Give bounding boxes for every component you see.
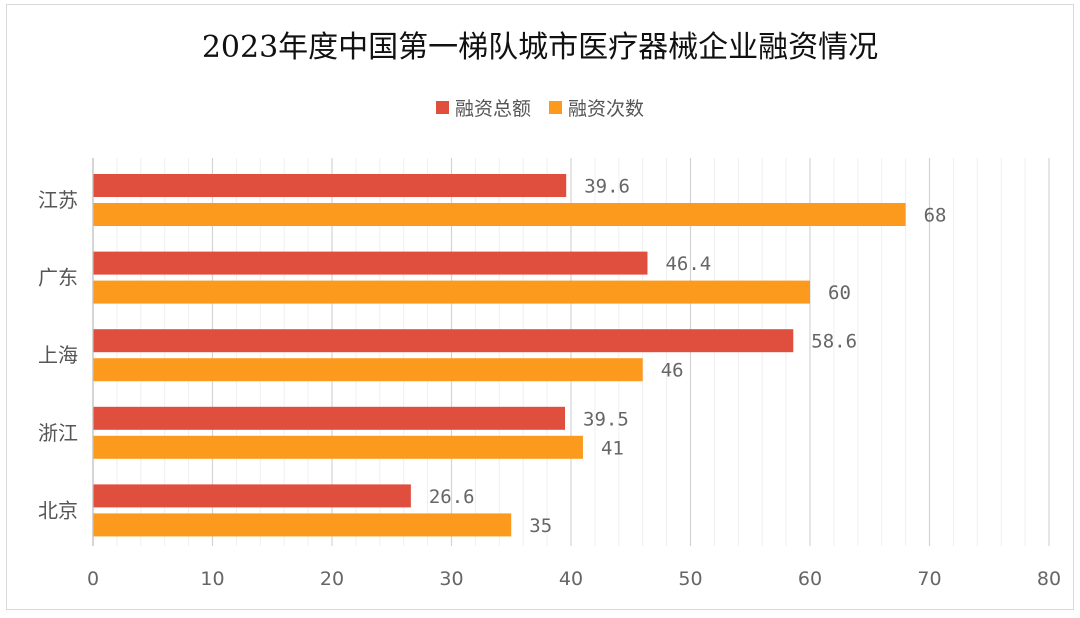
bar-total [93,329,794,353]
x-tick-label: 70 [917,568,941,590]
x-tick-label: 50 [678,568,702,590]
bar-count [93,280,810,304]
bar-count [93,358,643,382]
data-label: 58.6 [811,331,857,353]
chart-frame [6,4,1074,610]
legend-label-total: 融资总额 [454,98,531,120]
data-label: 35 [529,515,552,537]
bar-total [93,406,566,430]
x-tick-label: 0 [87,568,99,590]
bar-total [93,174,567,197]
x-tick-label: 80 [1037,568,1061,590]
data-label: 68 [924,205,947,227]
x-tick-label: 20 [320,568,344,590]
data-label: 39.5 [583,408,629,430]
bar-total [93,484,411,508]
legend-label-count: 融资次数 [568,98,645,120]
legend-swatch-total [435,101,449,114]
legend: 融资总额 融资次数 [0,94,1080,121]
legend-item-total: 融资总额 [435,94,531,121]
data-label: 46.4 [665,253,711,275]
chart-title: 2023年度中国第一梯队城市医疗器械企业融资情况 [201,30,879,65]
category-label: 浙江 [38,421,78,445]
bar-count [93,513,512,537]
category-label: 北京 [38,498,78,522]
legend-item-count: 融资次数 [549,94,644,121]
data-label: 39.6 [584,176,630,198]
category-label: 广东 [38,266,78,290]
category-label: 江苏 [38,188,78,212]
data-label: 46 [661,360,684,382]
data-label: 41 [601,437,624,459]
category-label: 上海 [38,343,78,367]
legend-swatch-count [549,101,563,114]
x-tick-label: 40 [559,568,583,590]
x-tick-label: 60 [798,568,822,590]
x-tick-label: 30 [439,568,463,590]
data-label: 60 [828,282,851,304]
bar-total [93,251,648,275]
bar-count [93,203,906,226]
bar-count [93,435,583,459]
data-label: 26.6 [429,486,475,508]
x-tick-label: 10 [200,568,224,590]
